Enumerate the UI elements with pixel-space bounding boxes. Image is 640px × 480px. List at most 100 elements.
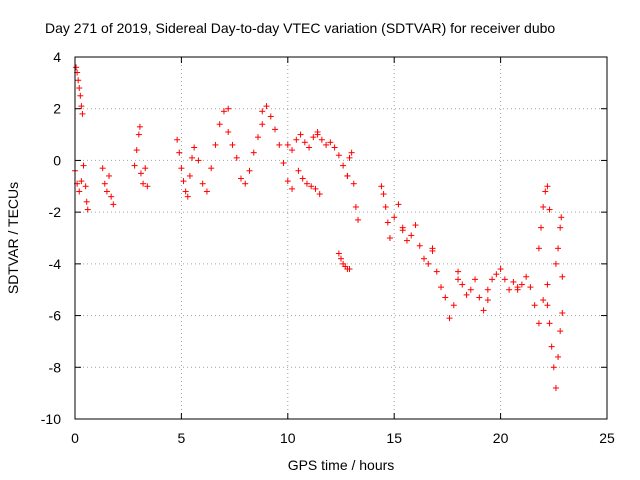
- data-point: [472, 276, 479, 283]
- data-point: [523, 273, 530, 280]
- data-point: [550, 364, 557, 371]
- data-point: [493, 271, 500, 278]
- data-point: [263, 103, 270, 110]
- data-point: [212, 141, 219, 148]
- data-point: [552, 384, 559, 391]
- data-point: [106, 172, 113, 179]
- data-point: [306, 144, 313, 151]
- data-point: [136, 123, 143, 130]
- data-point: [408, 232, 415, 239]
- data-point: [327, 139, 334, 146]
- data-point: [225, 105, 232, 112]
- data-point: [548, 343, 555, 350]
- data-point: [233, 154, 240, 161]
- data-point: [552, 260, 559, 267]
- x-tick-label: 20: [493, 430, 509, 446]
- data-point: [77, 92, 84, 99]
- data-point: [555, 353, 562, 360]
- data-point: [331, 144, 338, 151]
- data-point: [79, 110, 86, 117]
- data-point: [399, 227, 406, 234]
- data-point: [316, 191, 323, 198]
- data-point: [259, 108, 266, 115]
- data-point: [250, 149, 257, 156]
- data-point: [559, 309, 566, 316]
- y-axis: -10 -8 -6 -4 -2 0 2 4: [41, 49, 607, 427]
- data-point: [246, 167, 253, 174]
- data-point: [467, 286, 474, 293]
- y-tick-label: -4: [49, 256, 62, 272]
- data-point: [420, 255, 427, 262]
- grid: [75, 57, 607, 419]
- data-point: [344, 172, 351, 179]
- data-point: [135, 131, 142, 138]
- x-tick-label: 25: [599, 430, 615, 446]
- data-point: [142, 165, 149, 172]
- data-point: [489, 276, 496, 283]
- data-point: [199, 180, 206, 187]
- y-axis-label: SDTVAR / TECUs: [5, 182, 21, 294]
- data-point: [348, 149, 355, 156]
- data-point: [73, 64, 80, 71]
- data-point: [137, 170, 144, 177]
- data-point: [176, 149, 183, 156]
- data-point: [308, 183, 315, 190]
- data-point: [455, 268, 462, 275]
- data-point: [284, 141, 291, 148]
- data-point: [280, 160, 287, 167]
- data-point: [174, 136, 181, 143]
- data-point: [382, 203, 389, 210]
- y-tick-label: -10: [41, 411, 61, 427]
- data-point: [355, 216, 362, 223]
- data-point: [535, 320, 542, 327]
- data-point: [346, 266, 353, 273]
- data-point: [144, 183, 151, 190]
- data-point: [267, 113, 274, 120]
- data-point: [484, 286, 491, 293]
- data-point: [378, 183, 385, 190]
- data-point: [510, 278, 517, 285]
- data-point: [84, 206, 91, 213]
- data-point: [335, 250, 342, 257]
- data-point: [303, 180, 310, 187]
- x-tick-label: 15: [386, 430, 402, 446]
- data-point: [323, 141, 330, 148]
- data-point: [384, 219, 391, 226]
- data-point: [103, 188, 110, 195]
- data-point: [110, 201, 117, 208]
- data-point: [450, 302, 457, 309]
- data-point: [259, 121, 266, 128]
- data-point: [544, 302, 551, 309]
- data-point: [140, 180, 147, 187]
- data-point: [318, 136, 325, 143]
- data-point: [350, 180, 357, 187]
- data-point: [301, 139, 308, 146]
- data-point: [289, 185, 296, 192]
- chart-title: Day 271 of 2019, Sidereal Day-to-day VTE…: [45, 20, 555, 36]
- data-point: [559, 273, 566, 280]
- data-point: [314, 131, 321, 138]
- data-point: [425, 260, 432, 267]
- data-point: [189, 154, 196, 161]
- data-point: [76, 85, 83, 92]
- data-point: [186, 172, 193, 179]
- data-point: [237, 175, 244, 182]
- data-point: [133, 147, 140, 154]
- data-point: [459, 281, 466, 288]
- data-point: [518, 281, 525, 288]
- data-point: [484, 297, 491, 304]
- data-point: [538, 224, 545, 231]
- data-point: [540, 203, 547, 210]
- data-point: [295, 167, 302, 174]
- data-point: [312, 185, 319, 192]
- data-point: [476, 294, 483, 301]
- data-point: [463, 291, 470, 298]
- data-point: [501, 276, 508, 283]
- data-point: [442, 294, 449, 301]
- data-point: [557, 224, 564, 231]
- data-points: [72, 64, 566, 391]
- data-point: [191, 144, 198, 151]
- data-point: [544, 281, 551, 288]
- data-point: [546, 206, 553, 213]
